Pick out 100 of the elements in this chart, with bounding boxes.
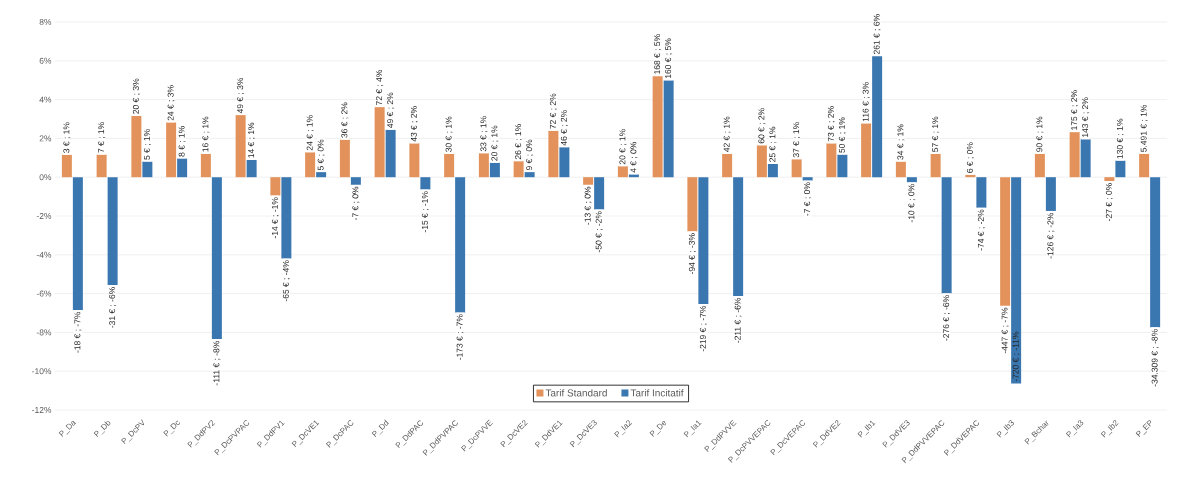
data-label: -74 € ; -2% [977,209,985,251]
data-label: 26 € ; 1% [515,124,523,160]
bar [524,172,535,178]
data-label: 36 € ; 2% [341,102,349,138]
data-label: 14 € ; 1% [248,122,256,158]
data-label: 20 € ; 3% [132,78,140,114]
bar [652,76,663,178]
data-label: 130 € ; 1% [1116,118,1124,159]
bar [305,152,316,178]
data-label: -7 € ; 0% [804,182,812,216]
bar [339,139,350,178]
data-label: 25 € ; 1% [769,126,777,162]
bar [1000,177,1011,306]
data-label: 5.491 € ; 1% [1140,104,1148,152]
data-label: 34 € ; 1% [897,124,905,160]
data-label: -94 € ; -3% [688,233,696,275]
y-tick-label: 2% [39,135,52,142]
bar [628,174,639,178]
y-tick-label: -4% [36,251,52,258]
data-label: 5 € ; 1% [143,129,151,160]
data-label: 46 € ; 2% [560,110,568,146]
data-label: 49 € ; 2% [387,92,395,128]
data-label: -50 € ; -2% [595,211,603,253]
data-label: 16 € ; 1% [202,116,210,152]
bar [107,177,118,286]
data-label: -211 € ; -6% [734,297,742,343]
data-label: -31 € ; -6% [109,287,117,328]
bar [1045,177,1056,211]
data-label: 33 € ; 1% [480,116,488,152]
data-label: 168 € ; 5% [654,34,662,74]
data-label: 261 € ; 6% [873,14,881,55]
y-tick-label: 4% [39,96,52,103]
data-label: -13 € ; 0% [584,186,592,225]
y-tick-label: -8% [36,329,52,336]
bar [72,177,83,310]
data-label: -111 € ; -8% [213,341,221,386]
bar [211,177,222,339]
data-label: 9 € ; 0% [526,139,534,171]
bar [316,172,327,178]
data-label: 160 € ; 5% [665,38,673,79]
data-label: -14 € ; -1% [271,197,279,239]
data-label: -7 € ; 0% [352,186,360,220]
y-tick-label: 6% [39,57,52,64]
bar [374,107,385,178]
y-tick-label: -10% [32,368,52,375]
bar [559,147,570,178]
data-label: 20 € ; 1% [491,125,499,161]
data-label: 72 € ; 2% [549,93,557,129]
data-label: 24 € ; 1% [306,115,314,151]
data-label: 116 € ; 3% [862,82,870,122]
bar [350,177,361,185]
bar [1080,139,1091,178]
bar [235,115,246,178]
y-tick-label: -6% [36,290,52,297]
y-tick-label: -2% [36,213,52,219]
bar [583,177,594,185]
legend-label: Tarif Incitatif [630,389,684,397]
data-label: 90 € ; 1% [1036,116,1044,152]
data-label: 4 € ; 0% [630,142,638,173]
data-label: 57 € ; 1% [932,116,940,152]
bar [1011,177,1022,384]
data-label: 20 € ; 1% [619,129,627,165]
data-label: 73 € ; 2% [827,106,835,142]
data-label: -18 € ; -7% [74,311,82,353]
y-tick-label: 0% [39,174,52,181]
data-label: -15 € ; -1% [421,191,429,233]
bar [733,177,744,296]
bar [906,177,917,183]
data-label: 72 € ; 4% [376,69,384,106]
data-label: 5 € ; 0% [317,139,325,171]
data-label: -65 € ; -4% [282,260,290,302]
data-label: -10 € ; 0% [908,184,916,223]
data-label: 50 € ; 1% [838,117,846,153]
bar [802,177,813,181]
data-label: 49 € ; 3% [237,77,245,114]
data-label: 37 € ; 1% [793,122,801,158]
data-label: -219 € ; -7% [699,305,707,352]
data-label: 42 € ; 1% [723,116,731,153]
data-label: -447 € ; -7% [1001,307,1009,354]
data-label: 175 € ; 2% [1071,90,1079,130]
data-label: -276 € ; -6% [943,295,951,341]
bar [872,56,883,178]
data-label: -173 € ; -7% [456,314,464,360]
data-label: 6 € ; 0% [966,142,974,173]
data-label: 43 € ; 2% [410,106,418,142]
y-tick-label: 8% [39,19,52,25]
data-label: 60 € ; 2% [758,108,766,144]
data-label: -720 € ; -11% [1012,331,1020,382]
bar [698,177,709,304]
data-label: 8 € ; 1% [178,126,186,157]
data-label: -34.309 € ; -8% [1151,329,1159,387]
data-label: 3 € ; 1% [63,122,71,153]
data-label: 24 € ; 3% [167,85,175,121]
bar [767,164,778,178]
data-label: 30 € ; 1% [445,116,453,152]
bar [1104,177,1115,182]
legend-label: Tarif Standard [545,389,607,397]
data-label: -126 € ; -2% [1047,212,1055,259]
data-label: 7 € ; 1% [98,122,106,153]
y-tick-label: -12% [32,407,52,413]
